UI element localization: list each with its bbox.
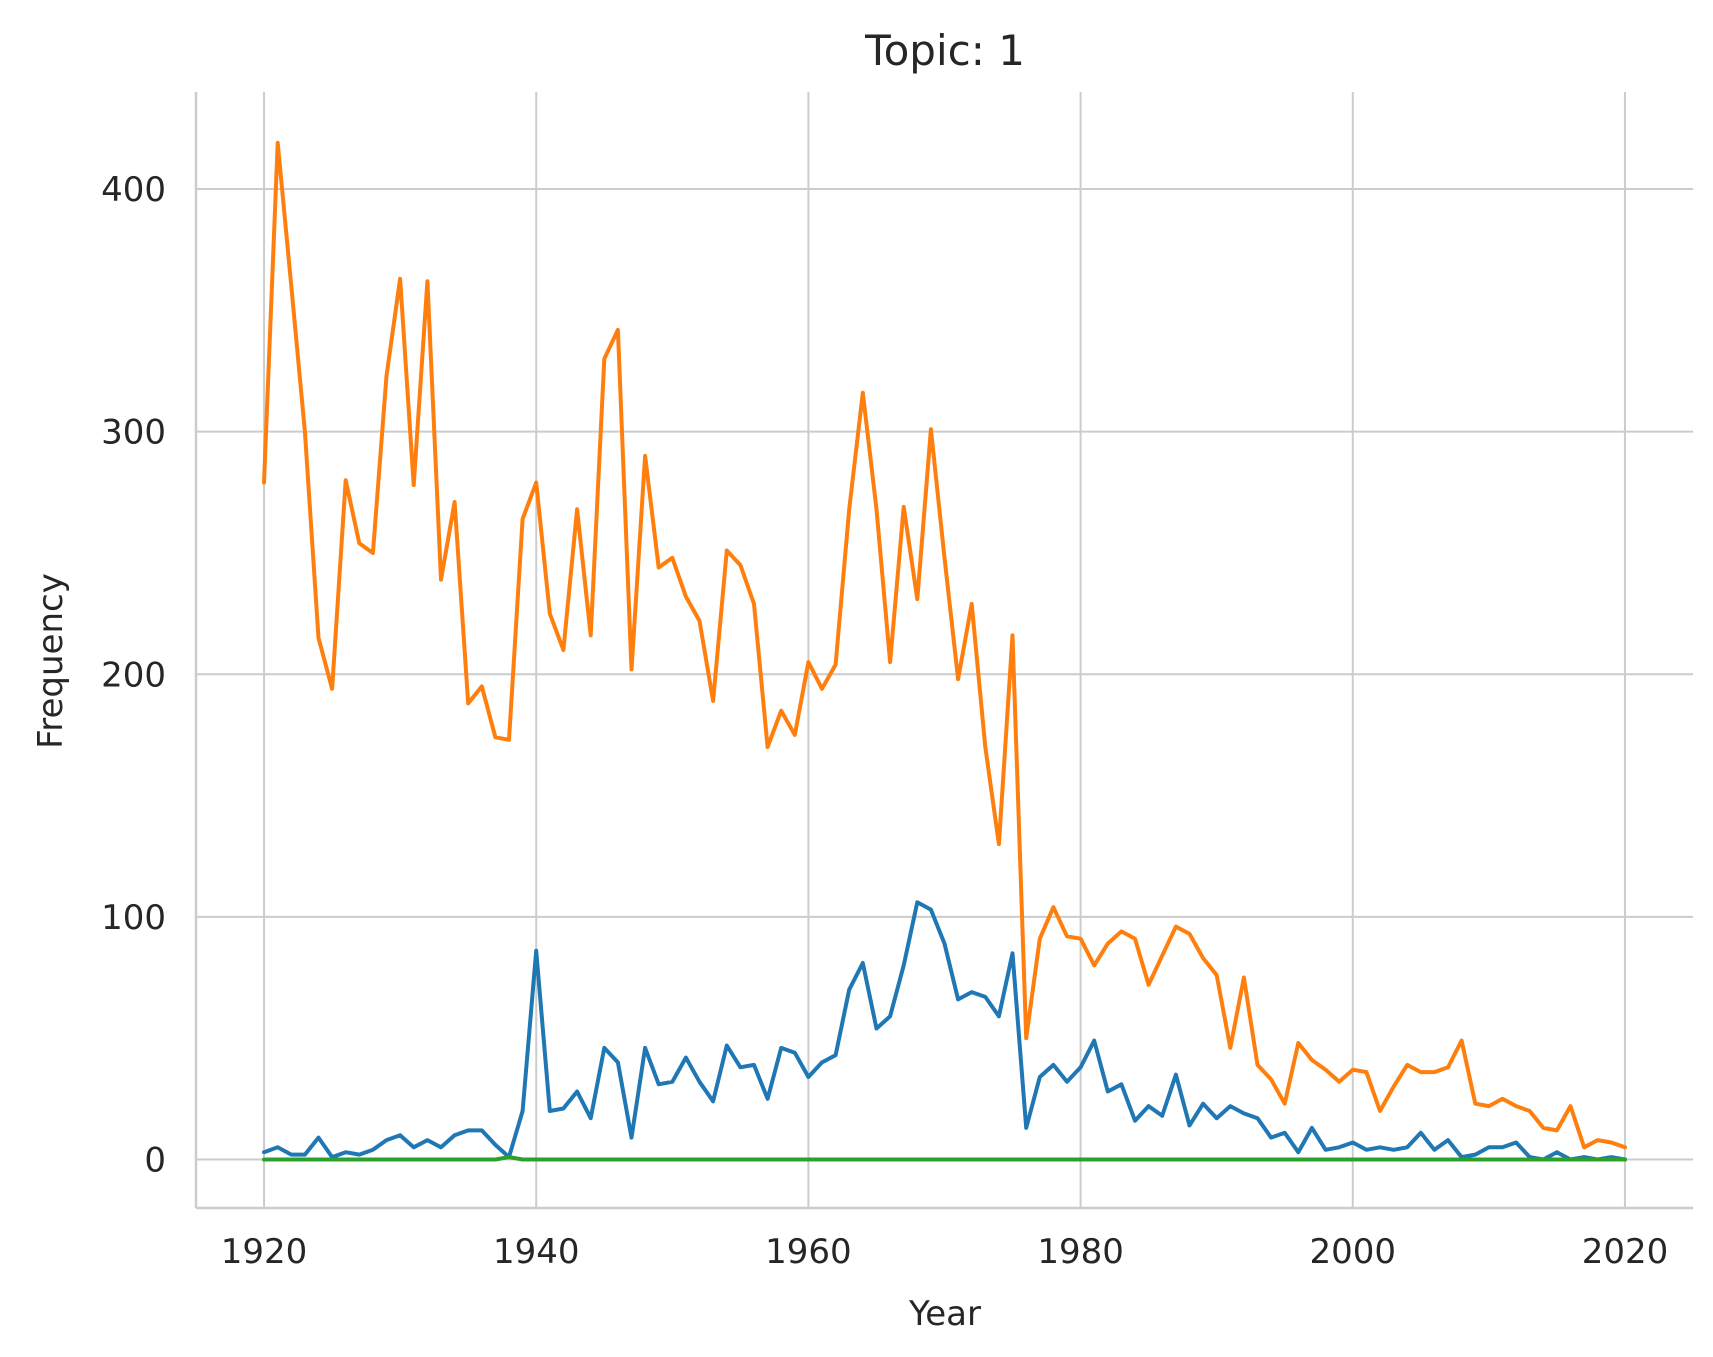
y-tick-label: 400 bbox=[101, 170, 166, 210]
x-tick-label: 1940 bbox=[493, 1232, 580, 1272]
grid bbox=[196, 92, 1693, 1208]
axes-spines bbox=[194, 92, 1693, 1210]
x-tick-label: 2000 bbox=[1310, 1232, 1397, 1272]
series-lines bbox=[262, 140, 1627, 1162]
chart-title: Topic: 1 bbox=[864, 26, 1025, 75]
x-axis-title: Year bbox=[908, 1294, 981, 1334]
y-tick-label: 200 bbox=[101, 655, 166, 695]
series-line-1 bbox=[262, 140, 1627, 1150]
x-tick-label: 1960 bbox=[765, 1232, 852, 1272]
x-tick-label: 2020 bbox=[1582, 1232, 1669, 1272]
y-tick-label: 0 bbox=[144, 1140, 166, 1180]
x-tick-label: 1980 bbox=[1037, 1232, 1124, 1272]
series-line-3 bbox=[262, 1155, 1627, 1162]
y-tick-label: 300 bbox=[101, 413, 166, 453]
x-tick-label: 1920 bbox=[221, 1232, 308, 1272]
y-tick-label: 100 bbox=[101, 898, 166, 938]
tick-labels: 1920 1940 1960 1980 2000 2020 0 100 200 300 400 bbox=[101, 170, 1668, 1272]
series-line-2 bbox=[262, 900, 1627, 1162]
y-axis-title: Frequency bbox=[31, 573, 71, 749]
